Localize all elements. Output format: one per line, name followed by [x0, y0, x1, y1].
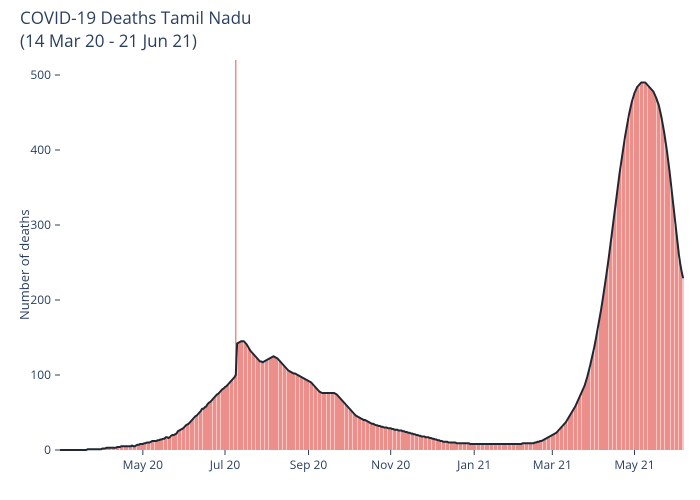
x-tick-label: Nov 20	[371, 456, 410, 473]
y-tick-label: 400	[30, 141, 51, 158]
x-tick-label: Sep 20	[290, 456, 328, 473]
x-tick-label: Mar 21	[533, 456, 572, 473]
bars	[75, 60, 684, 450]
y-tick-label: 0	[44, 441, 51, 458]
chart-svg: 0 100 200 300 400 500 May 20 Jul 20 Sep 20 Nov 20…	[0, 0, 700, 500]
y-tick-label: 100	[30, 366, 51, 383]
chart-container: COVID-19 Deaths Tamil Nadu (14 Mar 20 - …	[0, 0, 700, 500]
x-tick-label: Jan 21	[456, 456, 491, 473]
x-tick-label: Jul 20	[209, 456, 241, 473]
y-tick-label: 200	[30, 291, 51, 308]
x-tick-label: May 21	[614, 456, 654, 473]
x-tick-label: May 20	[123, 456, 163, 473]
y-tick-label: 300	[30, 216, 51, 233]
y-tick-label: 500	[30, 66, 51, 83]
